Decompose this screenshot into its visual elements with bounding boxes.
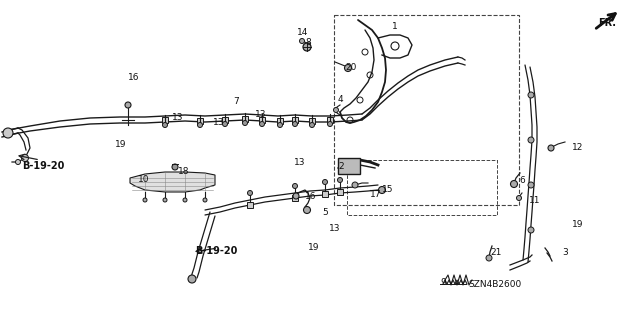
- Circle shape: [303, 43, 311, 51]
- Circle shape: [300, 39, 305, 43]
- Bar: [197, 118, 203, 124]
- Circle shape: [310, 122, 314, 128]
- Circle shape: [323, 180, 328, 184]
- Text: 13: 13: [255, 110, 266, 119]
- Bar: [337, 189, 343, 195]
- Circle shape: [125, 102, 131, 108]
- Text: 19: 19: [308, 243, 319, 252]
- Bar: [162, 117, 168, 123]
- Bar: [347, 160, 497, 215]
- Circle shape: [328, 122, 333, 127]
- Circle shape: [292, 183, 298, 189]
- Bar: [327, 117, 333, 123]
- Circle shape: [223, 122, 227, 127]
- Text: 19: 19: [572, 220, 584, 229]
- Circle shape: [188, 275, 196, 283]
- Circle shape: [243, 121, 248, 125]
- Circle shape: [183, 198, 187, 202]
- Bar: [322, 191, 328, 197]
- Circle shape: [3, 128, 13, 138]
- Text: 9: 9: [440, 278, 445, 287]
- Circle shape: [528, 182, 534, 188]
- Circle shape: [528, 137, 534, 143]
- Text: 4: 4: [338, 95, 344, 104]
- Circle shape: [528, 92, 534, 98]
- Text: 6: 6: [519, 176, 525, 185]
- Circle shape: [203, 198, 207, 202]
- Circle shape: [303, 206, 310, 213]
- Text: 3: 3: [562, 248, 568, 257]
- Text: B-19-20: B-19-20: [195, 246, 237, 256]
- Bar: [277, 118, 283, 124]
- Text: SZN4B2600: SZN4B2600: [468, 280, 521, 289]
- Circle shape: [163, 122, 168, 128]
- Circle shape: [248, 190, 253, 196]
- Circle shape: [344, 64, 351, 71]
- Bar: [292, 195, 298, 201]
- Circle shape: [378, 187, 385, 194]
- Text: 8: 8: [305, 38, 311, 47]
- Circle shape: [528, 227, 534, 233]
- Bar: [242, 116, 248, 122]
- Text: FR.: FR.: [598, 18, 616, 28]
- Text: 21: 21: [490, 248, 501, 257]
- Bar: [222, 117, 228, 123]
- Text: 7: 7: [233, 97, 239, 106]
- Circle shape: [293, 193, 299, 199]
- Bar: [292, 117, 298, 123]
- Polygon shape: [130, 172, 215, 192]
- Text: 2: 2: [338, 162, 344, 171]
- Bar: [247, 202, 253, 208]
- Text: 13: 13: [329, 224, 340, 233]
- Circle shape: [143, 198, 147, 202]
- Bar: [259, 117, 265, 123]
- Circle shape: [352, 182, 358, 188]
- Text: 18: 18: [178, 167, 189, 176]
- Text: 16: 16: [305, 192, 317, 201]
- Circle shape: [548, 145, 554, 151]
- Circle shape: [333, 108, 339, 113]
- Circle shape: [259, 122, 264, 127]
- Text: 11: 11: [529, 196, 541, 205]
- Bar: [334, 15, 519, 205]
- Circle shape: [278, 122, 282, 128]
- Circle shape: [198, 122, 202, 128]
- Text: 5: 5: [322, 208, 328, 217]
- Text: 13: 13: [213, 118, 225, 127]
- Bar: [309, 118, 315, 124]
- Bar: [338, 158, 360, 174]
- Circle shape: [15, 160, 20, 165]
- Circle shape: [172, 164, 178, 170]
- Text: 14: 14: [297, 28, 308, 37]
- Circle shape: [516, 196, 522, 201]
- Text: 13: 13: [294, 158, 305, 167]
- Circle shape: [22, 154, 29, 161]
- Text: 19: 19: [115, 140, 127, 149]
- Text: 16: 16: [128, 73, 140, 82]
- Circle shape: [486, 255, 492, 261]
- Circle shape: [292, 122, 298, 127]
- Text: 20: 20: [345, 63, 356, 72]
- Text: 15: 15: [382, 185, 394, 194]
- Text: 12: 12: [572, 143, 584, 152]
- Text: 1: 1: [392, 22, 397, 31]
- Text: 10: 10: [138, 175, 150, 184]
- Circle shape: [511, 181, 518, 188]
- Text: 13: 13: [172, 113, 184, 122]
- Text: 17: 17: [370, 190, 381, 199]
- Circle shape: [163, 198, 167, 202]
- Circle shape: [337, 177, 342, 182]
- Text: B-19-20: B-19-20: [22, 161, 65, 171]
